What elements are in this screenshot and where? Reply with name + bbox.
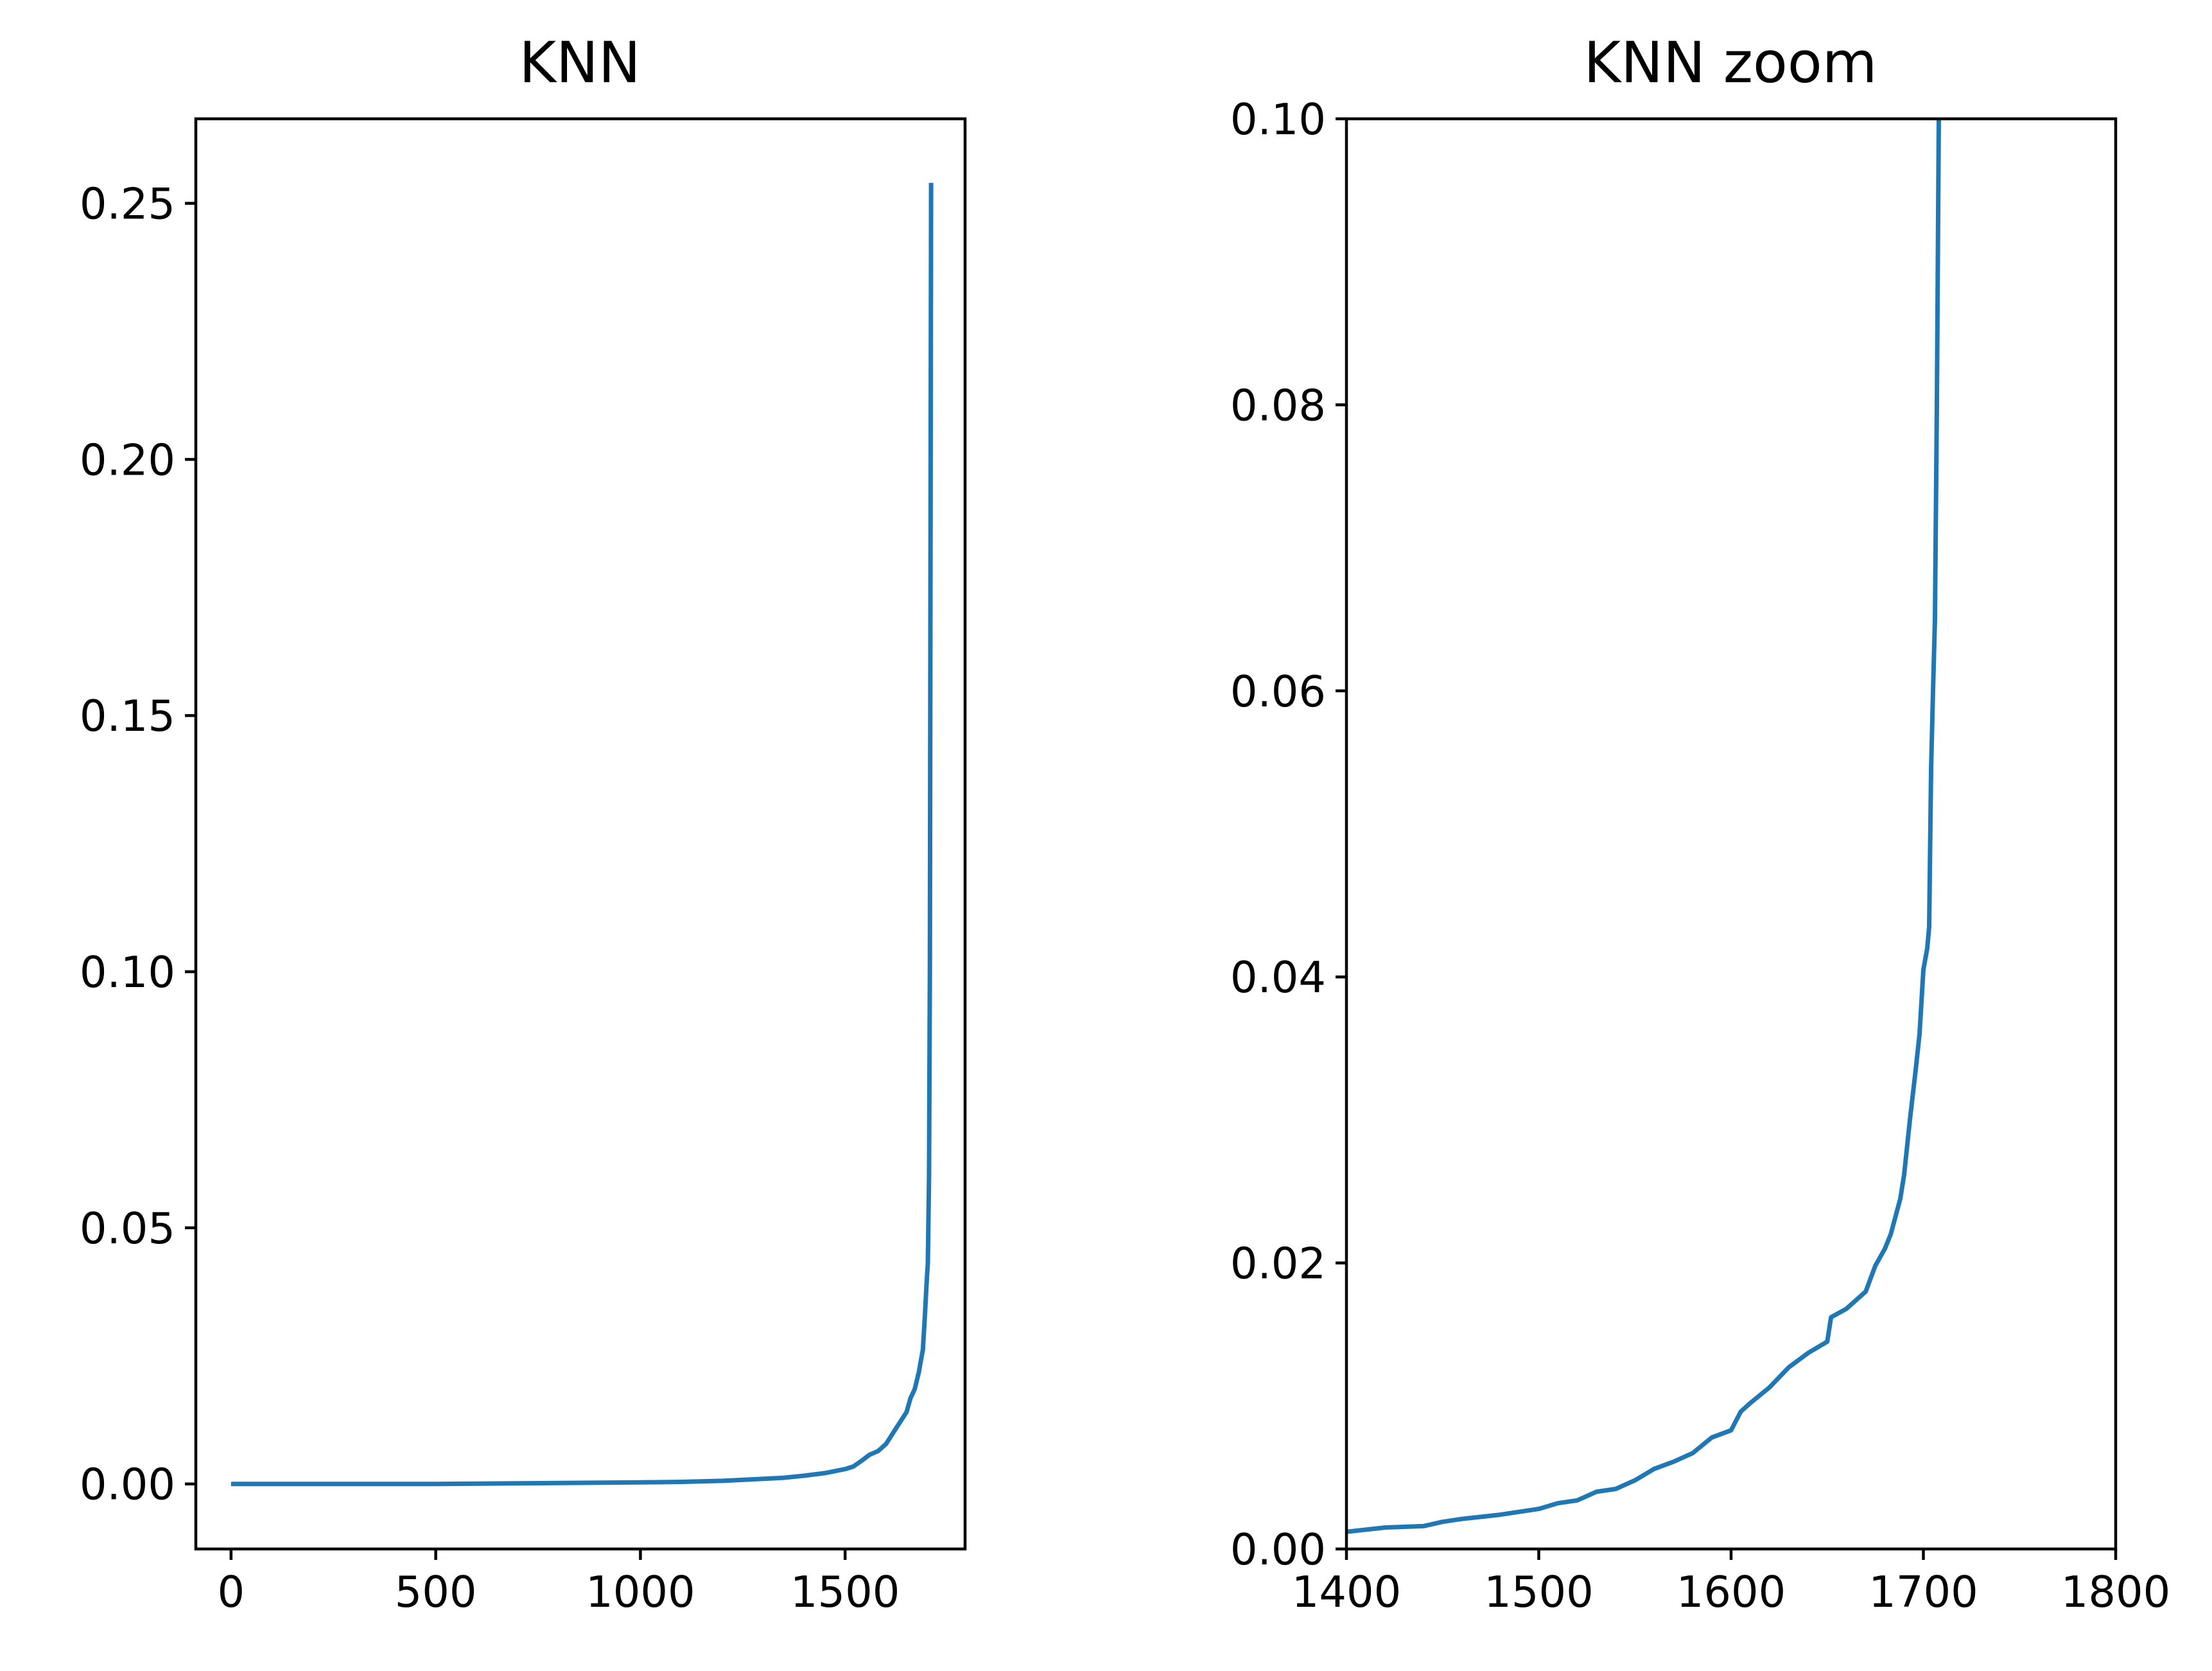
knn-zoom-y-tick-label: 0.04 xyxy=(1230,952,1326,1002)
knn-y-tick-label: 0.05 xyxy=(80,1203,175,1254)
knn-y-tick-label: 0.15 xyxy=(80,691,175,741)
knn-zoom-x-tick-label: 1800 xyxy=(2061,1567,2171,1617)
knn-x-tick-label: 1000 xyxy=(586,1567,695,1617)
knn-x-tick-label: 500 xyxy=(395,1567,477,1617)
knn-y-tick-label: 0.00 xyxy=(80,1460,175,1510)
knn-zoom-plot-title: KNN zoom xyxy=(1584,30,1877,96)
knn-series-line-0 xyxy=(231,182,934,1487)
knn-x-tick-label: 1500 xyxy=(790,1567,900,1617)
knn-zoom-y-tick-label: 0.02 xyxy=(1230,1239,1326,1289)
knn-zoom-y-tick-label: 0.08 xyxy=(1230,380,1326,430)
knn-zoom-plot: KNN zoom 1400 1500 1600 1700 1800 0.00 0.02 0.0… xyxy=(1230,30,2170,1617)
knn-zoom-x-tick-label: 1400 xyxy=(1292,1567,1402,1617)
knn-zoom-ticks-layer: 1400 1500 1600 1700 1800 0.00 0.02 0.04 0.06 0.08… xyxy=(1230,94,2170,1617)
knn-series-layer xyxy=(231,182,934,1487)
knn-zoom-series-line-0 xyxy=(1346,119,1941,1534)
knn-zoom-series-layer xyxy=(1346,119,1941,1534)
knn-y-tick-label: 0.25 xyxy=(80,179,175,229)
knn-y-tick-label: 0.10 xyxy=(80,947,175,997)
knn-plot: KNN 0 500 1000 1500 0.00 0.05 0.10 0.15 0.20 0.25 xyxy=(80,30,967,1617)
knn-zoom-y-tick-label: 0.00 xyxy=(1230,1525,1326,1575)
knn-ticks-layer: 0 500 1000 1500 0.00 0.05 0.10 0.15 0.20 0.25 xyxy=(80,179,900,1617)
knn-zoom-x-tick-label: 1600 xyxy=(1676,1567,1786,1617)
knn-zoom-plot-frame xyxy=(1345,117,2118,1551)
knn-zoom-x-tick-label: 1500 xyxy=(1484,1567,1594,1617)
knn-zoom-x-tick-label: 1700 xyxy=(1868,1567,1978,1617)
knn-zoom-y-tick-label: 0.06 xyxy=(1230,667,1326,717)
knn-plot-title: KNN xyxy=(519,30,640,96)
knn-zoom-y-tick-label: 0.10 xyxy=(1230,94,1326,144)
knn-x-tick-label: 0 xyxy=(218,1567,245,1617)
knn-plot-frame xyxy=(194,117,967,1551)
knn-y-tick-label: 0.20 xyxy=(80,435,175,485)
